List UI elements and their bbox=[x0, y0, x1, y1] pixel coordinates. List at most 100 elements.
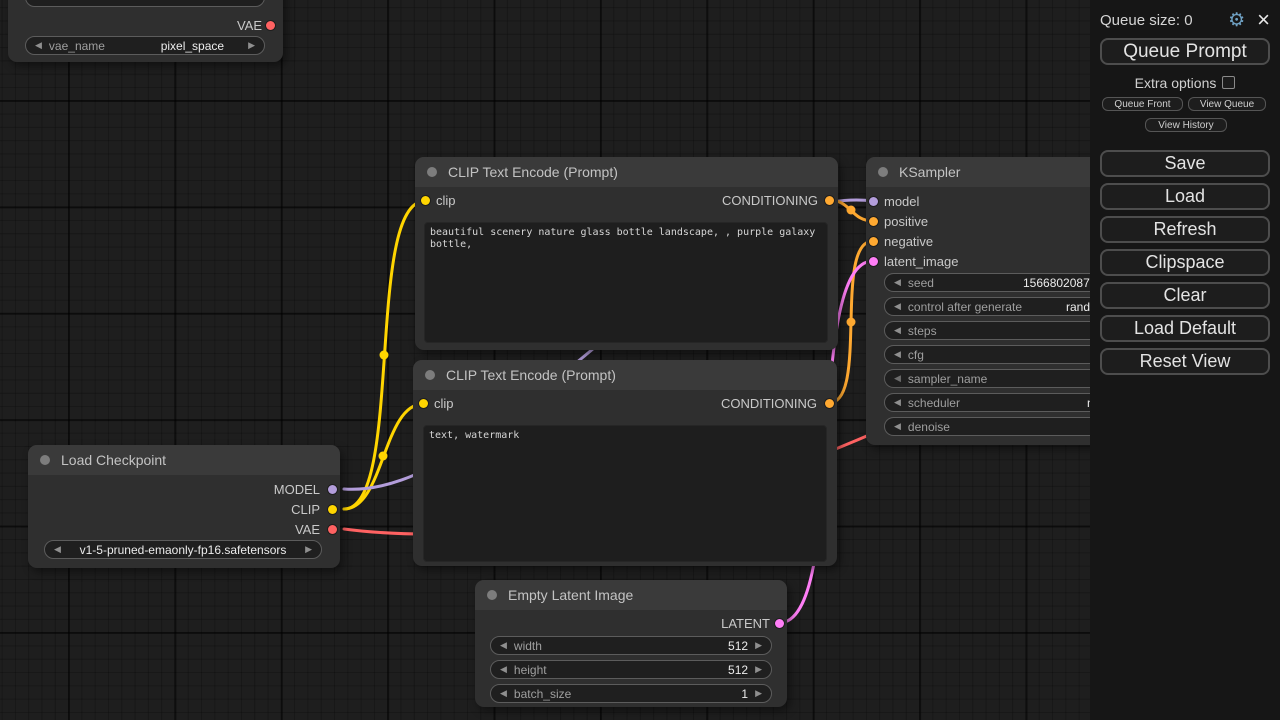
clipspace-button[interactable]: Clipspace bbox=[1100, 249, 1270, 276]
left-arrow-icon[interactable]: ◀ bbox=[894, 277, 901, 287]
link-midpoint-dot bbox=[846, 205, 856, 215]
left-arrow-icon[interactable]: ◀ bbox=[894, 301, 901, 311]
collapse-dot-icon[interactable] bbox=[878, 167, 888, 177]
collapse-dot-icon[interactable] bbox=[425, 370, 435, 380]
output-slot-vae[interactable] bbox=[266, 20, 275, 30]
widget-label: denoise bbox=[907, 419, 950, 434]
widget-steps[interactable]: ◀ steps bbox=[884, 321, 1148, 340]
left-arrow-icon[interactable]: ◀ bbox=[500, 664, 507, 674]
left-arrow-icon[interactable]: ◀ bbox=[500, 640, 507, 650]
prompt-textarea[interactable]: beautiful scenery nature glass bottle la… bbox=[424, 222, 828, 343]
widget-label: batch_size bbox=[513, 686, 572, 701]
output-slot-conditioning[interactable] bbox=[824, 196, 834, 205]
node-title: KSampler bbox=[899, 164, 961, 180]
input-slot-clip[interactable] bbox=[418, 399, 428, 408]
widget-label: width bbox=[513, 638, 542, 653]
left-arrow-icon[interactable]: ◀ bbox=[894, 325, 901, 335]
queue-size-label: Queue size: 0 bbox=[1100, 11, 1193, 29]
node-load-checkpoint[interactable]: Load Checkpoint MODEL CLIP VAE ◀ v1-5-pr… bbox=[28, 445, 340, 568]
collapse-dot-icon[interactable] bbox=[40, 455, 50, 465]
widget-width[interactable]: ◀ width 512 ▶ bbox=[490, 636, 772, 655]
input-slot-latent-image[interactable] bbox=[868, 256, 878, 266]
left-arrow-icon[interactable]: ◀ bbox=[54, 544, 61, 554]
refresh-button[interactable]: Refresh bbox=[1100, 216, 1270, 243]
view-history-button[interactable]: View History bbox=[1145, 118, 1227, 132]
node-clip-text-encode-negative[interactable]: CLIP Text Encode (Prompt) clip CONDITION… bbox=[413, 360, 837, 566]
widget-height[interactable]: ◀ height 512 ▶ bbox=[490, 660, 772, 679]
input-slot-positive[interactable] bbox=[868, 216, 878, 226]
right-arrow-icon[interactable]: ▶ bbox=[248, 40, 255, 50]
input-label-positive: positive bbox=[884, 214, 929, 229]
input-label-clip: clip bbox=[436, 193, 456, 208]
widget-value: 512 bbox=[728, 638, 749, 653]
save-button[interactable]: Save bbox=[1100, 150, 1270, 177]
widget-cfg[interactable]: ◀ cfg bbox=[884, 345, 1148, 364]
node-clip-text-encode-positive[interactable]: CLIP Text Encode (Prompt) clip CONDITION… bbox=[415, 157, 838, 350]
input-slot-clip[interactable] bbox=[420, 196, 430, 205]
right-arrow-icon[interactable]: ▶ bbox=[755, 664, 762, 674]
right-arrow-icon[interactable]: ▶ bbox=[755, 640, 762, 650]
widget-label: vae_name bbox=[48, 38, 105, 53]
widget-label: seed bbox=[907, 275, 934, 290]
right-arrow-icon[interactable]: ▶ bbox=[755, 688, 762, 698]
node-title: Empty Latent Image bbox=[508, 587, 634, 603]
left-arrow-icon[interactable]: ◀ bbox=[35, 40, 42, 50]
output-slot-clip[interactable] bbox=[327, 504, 337, 514]
close-icon[interactable]: × bbox=[1257, 7, 1270, 32]
widget-ckpt-name[interactable]: ◀ v1-5-pruned-emaonly-fp16.safetensors ▶ bbox=[44, 540, 322, 559]
view-queue-button[interactable]: View Queue bbox=[1188, 97, 1266, 111]
left-arrow-icon[interactable]: ◀ bbox=[894, 349, 901, 359]
collapse-dot-icon[interactable] bbox=[427, 167, 437, 177]
queue-prompt-button[interactable]: Queue Prompt bbox=[1100, 38, 1270, 65]
widget-label: cfg bbox=[907, 347, 924, 362]
output-slot-latent[interactable] bbox=[774, 618, 784, 628]
widget-label: height bbox=[513, 662, 547, 677]
widget-vae-name[interactable]: ◀ vae_name pixel_space ▶ bbox=[25, 36, 265, 55]
link-midpoint-dot bbox=[378, 451, 388, 461]
node-title-bar[interactable]: CLIP Text Encode (Prompt) bbox=[415, 157, 838, 187]
load-button[interactable]: Load bbox=[1100, 183, 1270, 210]
input-label-negative: negative bbox=[884, 234, 934, 249]
widget-seed[interactable]: ◀ seed 1566802087 bbox=[884, 273, 1148, 292]
reset-view-button[interactable]: Reset View bbox=[1100, 348, 1270, 375]
node-title-bar[interactable]: Load Checkpoint bbox=[28, 445, 340, 475]
node-load-vae[interactable]: VAE ◀ vae_name pixel_space ▶ bbox=[8, 0, 283, 62]
output-label-vae: VAE bbox=[294, 522, 320, 537]
widget-value: 1 bbox=[741, 686, 749, 701]
left-arrow-icon[interactable]: ◀ bbox=[894, 421, 901, 431]
extra-options-checkbox[interactable] bbox=[1222, 76, 1236, 89]
output-label-vae: VAE bbox=[236, 18, 262, 33]
node-empty-latent-image[interactable]: Empty Latent Image LATENT ◀ width 512 ▶ … bbox=[475, 580, 787, 707]
queue-front-button[interactable]: Queue Front bbox=[1102, 97, 1183, 111]
node-title-bar[interactable]: Empty Latent Image bbox=[475, 580, 787, 610]
prompt-textarea[interactable]: text, watermark bbox=[423, 425, 827, 562]
output-label-conditioning: CONDITIONING bbox=[720, 396, 817, 411]
partial-widget[interactable] bbox=[25, 0, 265, 7]
widget-batch-size[interactable]: ◀ batch_size 1 ▶ bbox=[490, 684, 772, 703]
collapse-dot-icon[interactable] bbox=[487, 590, 497, 600]
clear-button[interactable]: Clear bbox=[1100, 282, 1270, 309]
node-title-bar[interactable]: CLIP Text Encode (Prompt) bbox=[413, 360, 837, 390]
output-slot-vae[interactable] bbox=[327, 524, 337, 534]
input-label-model: model bbox=[884, 194, 920, 209]
widget-value: 512 bbox=[728, 662, 749, 677]
settings-gear-icon[interactable]: ⚙ bbox=[1228, 9, 1246, 31]
left-arrow-icon[interactable]: ◀ bbox=[500, 688, 507, 698]
input-slot-negative[interactable] bbox=[868, 236, 878, 246]
widget-value: 1566802087 bbox=[1023, 276, 1090, 290]
widget-value: pixel_space bbox=[160, 38, 225, 53]
left-arrow-icon[interactable]: ◀ bbox=[894, 373, 901, 383]
output-slot-model[interactable] bbox=[327, 484, 337, 494]
output-slot-conditioning[interactable] bbox=[824, 399, 834, 408]
widget-label: control after generate bbox=[907, 299, 1022, 314]
output-label-latent: LATENT bbox=[721, 616, 770, 631]
widget-control-after-generate[interactable]: ◀ control after generate randomize bbox=[884, 297, 1148, 316]
link-midpoint-dot bbox=[846, 317, 856, 327]
load-default-button[interactable]: Load Default bbox=[1100, 315, 1270, 342]
input-label-latent-image: latent_image bbox=[884, 254, 959, 269]
left-arrow-icon[interactable]: ◀ bbox=[894, 397, 901, 407]
input-slot-model[interactable] bbox=[868, 196, 878, 206]
right-arrow-icon[interactable]: ▶ bbox=[305, 544, 312, 554]
widget-denoise[interactable]: ◀ denoise bbox=[884, 417, 1148, 436]
widget-sampler-name[interactable]: ◀ sampler_name bbox=[884, 369, 1148, 388]
